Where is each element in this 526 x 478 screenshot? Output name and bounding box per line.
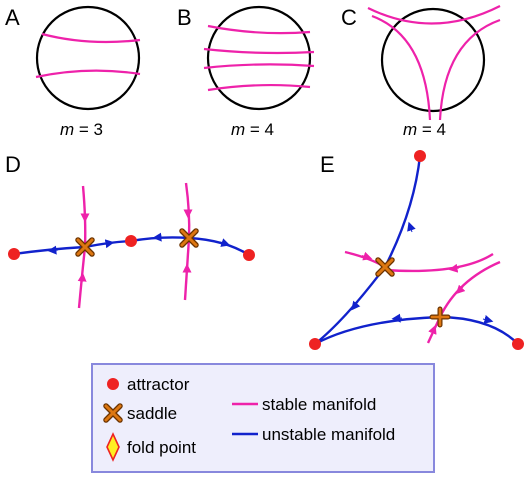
panel-e-arrow-1	[407, 221, 416, 233]
panel-e-arrow-3	[391, 313, 403, 323]
panel-e-unstable-left	[314, 266, 386, 345]
panel-b-diagram	[203, 5, 315, 111]
panel-label-a: A	[5, 5, 20, 30]
panel-b-stable-curve-3	[203, 63, 315, 70]
panel-a-stable-curve-lower	[35, 69, 141, 79]
panel-e-attractor-top	[414, 150, 426, 162]
panel-d-arrow-4	[219, 238, 231, 247]
panel-d-diagram	[8, 182, 255, 309]
panel-c-stable-curve-left	[371, 14, 432, 121]
panel-e-arrow-6	[448, 263, 460, 273]
panel-label-e: E	[320, 152, 335, 177]
panel-b-caption: m = 4	[231, 120, 274, 139]
panel-e-saddle	[375, 257, 395, 277]
panel-e-stable-fold-upper	[438, 260, 501, 318]
panel-e-unstable-top	[383, 155, 422, 268]
panel-c-stable-curve-right	[438, 18, 501, 121]
panel-c-diagram	[367, 5, 501, 121]
panel-e-arrow-2	[351, 300, 361, 311]
legend-box	[91, 363, 435, 473]
panel-e-arrow-5	[361, 251, 373, 261]
panel-d-unstable-1	[13, 245, 86, 256]
panel-e-unstable-mid	[314, 315, 441, 346]
panel-b-stable-curve-4	[207, 83, 311, 92]
panel-d-saddle-2	[179, 228, 199, 248]
panel-d-arrow-1	[47, 245, 59, 255]
legend-saddle-icon	[103, 403, 123, 423]
panel-b-stable-curve-1	[207, 24, 311, 35]
panel-e-fold-point	[429, 306, 451, 328]
legend-fold-point-icon	[106, 432, 120, 462]
legend-unstable-manifold-label: unstable manifold	[262, 425, 395, 444]
panel-b-stable-curve-2	[203, 47, 315, 55]
panel-d-saddle-1	[75, 237, 95, 257]
panel-d-arrow-6	[77, 272, 87, 284]
panel-a-caption: m = 3	[60, 120, 103, 139]
legend-attractor-icon	[107, 378, 119, 390]
panel-b-circle	[206, 5, 312, 111]
panel-e-stable-upper-right	[384, 252, 494, 273]
legend-attractor-label: attractor	[127, 375, 190, 394]
legend-stable-manifold-label: stable manifold	[262, 395, 376, 414]
panel-d-arrow-2	[103, 239, 115, 249]
panel-e-diagram	[309, 150, 524, 350]
panel-c-caption: m = 4	[403, 120, 446, 139]
panel-d-attractor-1	[8, 248, 20, 260]
legend: attractor saddle fold point stable manif…	[91, 363, 435, 473]
panel-a-circle	[35, 5, 141, 111]
panel-label-c: C	[341, 5, 357, 30]
panel-e-unstable-right	[439, 315, 519, 345]
panel-label-d: D	[5, 152, 21, 177]
panel-d-attractor-2	[125, 235, 137, 247]
panel-e-arrow-8	[428, 324, 437, 335]
panel-e-attractor-right	[512, 338, 524, 350]
legend-fold-point-label: fold point	[127, 438, 196, 457]
panel-e-attractor-left	[309, 338, 321, 350]
panel-d-attractor-3	[243, 249, 255, 261]
panel-d-arrow-3	[152, 232, 164, 242]
panel-label-b: B	[177, 5, 192, 30]
panel-e-arrow-4	[482, 315, 494, 324]
panel-e-arrow-7	[455, 284, 466, 295]
panel-a-stable-curve-upper	[41, 32, 141, 44]
panel-c-circle	[380, 7, 486, 113]
legend-saddle-label: saddle	[127, 404, 177, 423]
panel-c-stable-curve-top	[367, 5, 501, 25]
panel-d-unstable-3	[130, 236, 190, 243]
panel-a-diagram	[35, 5, 141, 111]
